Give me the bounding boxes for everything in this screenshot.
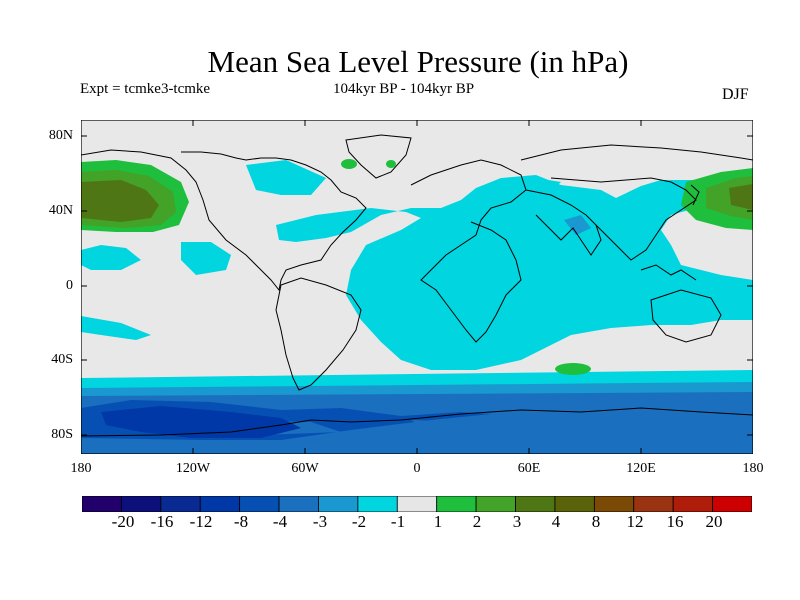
- colorbar-label: -4: [272, 512, 288, 531]
- colorbar-label: -12: [189, 512, 213, 531]
- colorbar-swatch: [396, 496, 438, 512]
- anomaly-fill-pos-small: [341, 159, 591, 375]
- colorbar-swatch: [357, 496, 398, 512]
- lon-tick-label: 0: [413, 461, 421, 476]
- lat-tick-label: 80N: [48, 128, 73, 143]
- lat-tick-label: 40N: [48, 203, 73, 218]
- colorbar-swatch: [475, 496, 516, 512]
- colorbar-label: -2: [351, 512, 367, 531]
- colorbar-swatch: [160, 496, 201, 512]
- axis-ticks: [81, 120, 753, 454]
- colorbar-swatch: [633, 496, 674, 512]
- lat-tick-label: 80S: [51, 427, 73, 442]
- colorbar-swatch: [318, 496, 359, 512]
- lon-tick-label: 180: [742, 461, 764, 476]
- colorbar: [82, 496, 752, 512]
- map-title: Mean Sea Level Pressure (in hPa): [207, 44, 629, 79]
- colorbar-label: 12: [626, 512, 644, 531]
- lat-tick-label: 0: [66, 278, 73, 293]
- colorbar-swatch: [672, 496, 713, 512]
- colorbar-swatch: [515, 496, 556, 512]
- colorbar-label: 4: [551, 512, 561, 531]
- colorbar-label: -1: [390, 512, 406, 531]
- colorbar-label: 3: [512, 512, 522, 531]
- colorbar-label: 16: [666, 512, 684, 531]
- colorbar-swatch: [712, 496, 752, 512]
- lon-tick-label: 60E: [517, 461, 541, 476]
- colorbar-swatch: [199, 496, 241, 512]
- colorbar-label: -3: [312, 512, 328, 531]
- lat-tick-label: 40S: [51, 352, 73, 367]
- lon-tick-label: 60W: [291, 461, 319, 476]
- lon-tick-label: 120E: [626, 461, 656, 476]
- colorbar-swatch: [239, 496, 280, 512]
- lon-tick-label: 120W: [175, 461, 211, 476]
- antarctica-fill: [81, 408, 753, 454]
- period-label: 104kyr BP - 104kyr BP: [333, 81, 475, 97]
- season-label: DJF: [722, 86, 749, 103]
- colorbar-swatch: [121, 496, 162, 512]
- colorbar-label: 2: [472, 512, 482, 531]
- colorbar-label: -8: [233, 512, 249, 531]
- colorbar-swatch: [554, 496, 595, 512]
- colorbar-label: 20: [705, 512, 723, 531]
- anomaly-fill-pos-north-pacific-east: [681, 168, 753, 230]
- colorbar-swatch: [593, 496, 635, 512]
- colorbar-swatch: [82, 496, 122, 512]
- colorbar-label: 1: [433, 512, 443, 531]
- pressure-anomaly-map: [81, 120, 753, 454]
- anomaly-fill-pos-north-pacific-west: [81, 160, 189, 232]
- colorbar-label: -16: [150, 512, 174, 531]
- anomaly-fill-neg8: [101, 406, 301, 438]
- colorbar-swatch: [278, 496, 319, 512]
- colorbar-label: -20: [111, 512, 135, 531]
- lon-tick-label: 180: [70, 461, 92, 476]
- experiment-label: Expt = tcmke3-tcmke: [80, 81, 211, 97]
- coastlines: [81, 134, 753, 437]
- colorbar-swatch: [436, 496, 477, 512]
- colorbar-label: 8: [591, 512, 601, 531]
